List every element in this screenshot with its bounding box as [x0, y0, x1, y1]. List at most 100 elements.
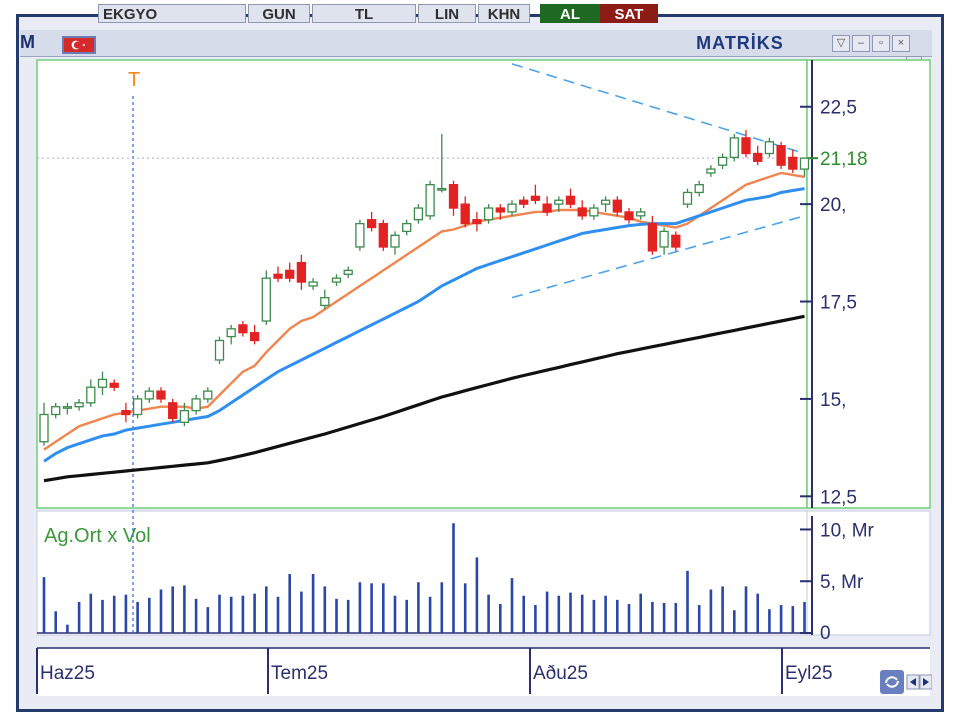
close-icon[interactable]: ×: [892, 35, 910, 52]
volume-bar: [265, 586, 268, 633]
candle: [355, 219, 365, 251]
buy-button[interactable]: AL: [540, 4, 600, 23]
candle: [577, 200, 587, 220]
candle-body: [495, 207, 505, 213]
candle: [753, 145, 763, 166]
candle: [472, 211, 482, 232]
volume-bar: [616, 599, 619, 633]
volume-bar: [89, 593, 93, 633]
candle: [238, 321, 248, 337]
candle: [296, 254, 307, 290]
period-button[interactable]: GUN: [248, 4, 310, 23]
restore-icon[interactable]: ▫: [872, 35, 890, 52]
candle: [647, 215, 658, 255]
candle: [495, 204, 505, 220]
volume-bar: [417, 582, 420, 633]
trendline-2: [511, 215, 805, 299]
moving-average-3: [43, 314, 805, 483]
volume-bar: [627, 604, 631, 633]
candle-body: [402, 222, 412, 233]
volume-tick-label: 10, Mr: [820, 520, 875, 541]
volume-bar: [733, 610, 736, 633]
dropdown-icon[interactable]: ▽: [832, 35, 850, 52]
candle: [203, 387, 213, 403]
volume-bar: [779, 605, 783, 633]
volume-bar: [148, 597, 151, 633]
candle: [729, 134, 739, 162]
scale-button[interactable]: LIN: [418, 4, 476, 23]
candle-body: [390, 234, 400, 248]
candle-body: [671, 234, 681, 248]
candle: [273, 266, 283, 283]
scroll-controls: [880, 670, 932, 694]
candle: [62, 402, 73, 415]
candle-body: [413, 207, 424, 221]
candle-body: [472, 219, 482, 225]
candle-body: [86, 386, 96, 404]
khn-button[interactable]: KHN: [478, 4, 530, 23]
candle: [39, 402, 49, 446]
candle: [565, 188, 576, 209]
candle: [671, 231, 681, 251]
candle-body: [425, 184, 435, 217]
candle-body: [366, 219, 377, 229]
candle-body: [483, 207, 494, 221]
candle-body: [179, 409, 190, 423]
volume-bar: [77, 601, 81, 633]
sell-button[interactable]: SAT: [600, 4, 658, 23]
candle-body: [507, 203, 517, 213]
candle: [331, 274, 342, 286]
volume-bar: [101, 599, 104, 633]
volume-bar: [393, 595, 397, 633]
currency-button[interactable]: TL: [312, 4, 416, 23]
candle: [144, 387, 154, 403]
candle-body: [144, 390, 154, 400]
candle-body: [331, 277, 342, 283]
volume-axis-ticks: 10, Mr 5, Mr 0: [800, 520, 875, 644]
candle: [121, 402, 131, 423]
price-axis-background: [806, 59, 931, 509]
volume-axis-background: [806, 510, 931, 636]
candle: [741, 130, 751, 158]
time-tick-label: Aðu25: [533, 663, 588, 684]
candle: [600, 196, 611, 212]
minimize-icon[interactable]: –: [852, 35, 870, 52]
candle-body: [764, 141, 775, 155]
volume-bar: [522, 595, 525, 633]
matriks-brand: MATRİKS: [660, 30, 820, 56]
candle-body: [109, 382, 119, 388]
candle: [168, 398, 178, 423]
volume-bar: [721, 586, 724, 633]
volume-bar: [580, 594, 584, 633]
candle: [191, 395, 201, 415]
volume-bar: [323, 586, 327, 633]
refresh-icon[interactable]: [880, 670, 904, 694]
volume-bar: [756, 593, 759, 633]
candle: [402, 219, 412, 236]
time-tick-label: Haz25: [40, 663, 95, 684]
candle-body: [62, 406, 73, 409]
volume-bar: [604, 595, 607, 633]
volume-bar: [346, 599, 350, 633]
price-tick-label: 17,5: [820, 293, 857, 314]
volume-bar: [452, 523, 455, 633]
candle-body: [753, 152, 763, 162]
turkey-flag-icon: [62, 36, 96, 54]
candle-body: [273, 273, 283, 279]
volume-bar: [171, 586, 174, 633]
volume-bar: [545, 591, 549, 633]
candle: [214, 336, 225, 364]
symbol-field[interactable]: EKGYO: [98, 4, 246, 23]
candle: [612, 196, 622, 216]
volume-bar: [686, 570, 689, 633]
time-tick-label: Tem25: [271, 663, 328, 684]
moving-average-2: [43, 187, 805, 463]
candle-body: [612, 199, 622, 213]
candle: [285, 262, 295, 283]
candle: [437, 134, 447, 193]
candle: [132, 395, 143, 419]
volume-bar: [744, 586, 748, 633]
candle-body: [682, 191, 693, 205]
candle: [226, 324, 236, 345]
candle-body: [168, 402, 178, 420]
